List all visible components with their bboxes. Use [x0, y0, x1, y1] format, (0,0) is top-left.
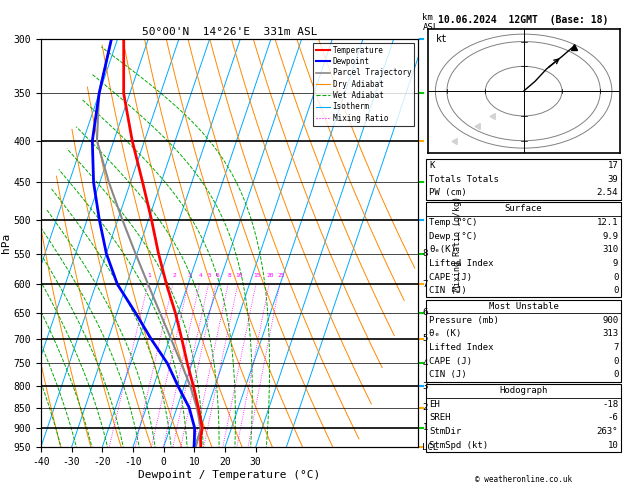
Text: © weatheronline.co.uk: © weatheronline.co.uk: [475, 474, 572, 484]
Text: km
ASL: km ASL: [423, 13, 438, 32]
Text: -6: -6: [608, 414, 618, 422]
Text: EH: EH: [429, 400, 440, 409]
Text: PW (cm): PW (cm): [429, 189, 467, 197]
Text: 7: 7: [423, 280, 428, 289]
Text: CIN (J): CIN (J): [429, 286, 467, 295]
Text: Hodograph: Hodograph: [499, 386, 548, 395]
Text: 3: 3: [187, 274, 191, 278]
Text: 20: 20: [267, 274, 274, 278]
Text: CIN (J): CIN (J): [429, 370, 467, 379]
Text: Lifted Index: Lifted Index: [429, 259, 494, 268]
Text: 0: 0: [613, 273, 618, 281]
X-axis label: Dewpoint / Temperature (°C): Dewpoint / Temperature (°C): [138, 469, 321, 480]
Text: Surface: Surface: [505, 205, 542, 213]
Text: θₑ(K): θₑ(K): [429, 245, 456, 254]
Text: 0: 0: [613, 370, 618, 379]
Text: 10: 10: [608, 441, 618, 450]
Text: 15: 15: [253, 274, 261, 278]
Text: 5: 5: [423, 334, 428, 344]
Text: -18: -18: [602, 400, 618, 409]
Text: 5: 5: [208, 274, 211, 278]
Text: Totals Totals: Totals Totals: [429, 175, 499, 184]
Text: Most Unstable: Most Unstable: [489, 302, 559, 311]
Text: Mixing Ratio (g/kg): Mixing Ratio (g/kg): [453, 195, 462, 291]
Text: 0: 0: [613, 286, 618, 295]
Text: kt: kt: [435, 34, 447, 44]
Text: 1: 1: [147, 274, 151, 278]
Text: CAPE (J): CAPE (J): [429, 273, 472, 281]
Text: 263°: 263°: [597, 427, 618, 436]
Text: 2: 2: [423, 403, 428, 412]
Text: LCL: LCL: [423, 443, 438, 451]
Text: 39: 39: [608, 175, 618, 184]
Text: CAPE (J): CAPE (J): [429, 357, 472, 365]
Text: 2: 2: [172, 274, 176, 278]
Text: 313: 313: [602, 330, 618, 338]
Y-axis label: hPa: hPa: [1, 233, 11, 253]
Text: 900: 900: [602, 316, 618, 325]
Text: θₑ (K): θₑ (K): [429, 330, 461, 338]
Text: 8: 8: [228, 274, 231, 278]
Text: 17: 17: [608, 161, 618, 170]
Text: 9.9: 9.9: [602, 232, 618, 241]
Text: 1: 1: [423, 423, 428, 433]
Text: Lifted Index: Lifted Index: [429, 343, 494, 352]
Title: 50°00'N  14°26'E  331m ASL: 50°00'N 14°26'E 331m ASL: [142, 27, 318, 37]
Text: 2.54: 2.54: [597, 189, 618, 197]
Text: 4: 4: [423, 359, 428, 368]
Text: SREH: SREH: [429, 414, 450, 422]
Text: K: K: [429, 161, 435, 170]
Text: 10.06.2024  12GMT  (Base: 18): 10.06.2024 12GMT (Base: 18): [438, 15, 609, 25]
Text: 12.1: 12.1: [597, 218, 618, 227]
Text: StmSpd (kt): StmSpd (kt): [429, 441, 488, 450]
Text: Dewp (°C): Dewp (°C): [429, 232, 477, 241]
Text: 0: 0: [613, 357, 618, 365]
Text: Temp (°C): Temp (°C): [429, 218, 477, 227]
Text: 7: 7: [613, 343, 618, 352]
Text: 25: 25: [277, 274, 284, 278]
Text: Pressure (mb): Pressure (mb): [429, 316, 499, 325]
Text: 10: 10: [235, 274, 243, 278]
Text: 6: 6: [215, 274, 219, 278]
Text: 6: 6: [423, 308, 428, 317]
Text: 8: 8: [423, 249, 428, 258]
Text: 9: 9: [613, 259, 618, 268]
Text: StmDir: StmDir: [429, 427, 461, 436]
Text: 4: 4: [199, 274, 203, 278]
Legend: Temperature, Dewpoint, Parcel Trajectory, Dry Adiabat, Wet Adiabat, Isotherm, Mi: Temperature, Dewpoint, Parcel Trajectory…: [313, 43, 415, 125]
Text: 3: 3: [423, 382, 428, 391]
Text: 310: 310: [602, 245, 618, 254]
